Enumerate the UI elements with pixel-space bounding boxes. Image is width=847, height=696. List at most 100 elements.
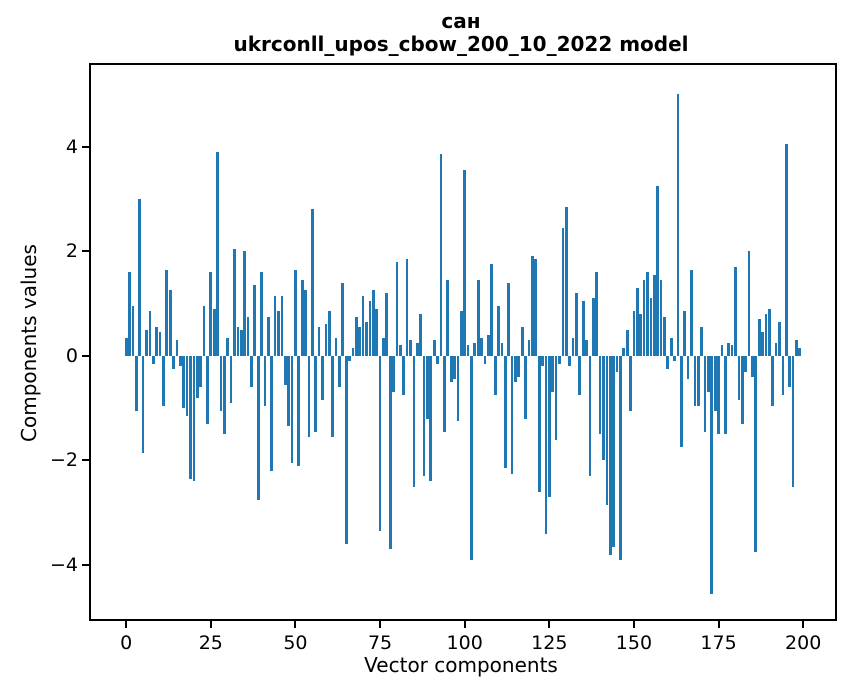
bar xyxy=(734,266,737,356)
bar xyxy=(405,259,409,356)
bar xyxy=(798,348,802,356)
bar xyxy=(283,355,287,385)
bar xyxy=(720,345,724,356)
bar xyxy=(514,355,517,383)
bar xyxy=(507,282,511,356)
y-tick-mark xyxy=(82,250,89,253)
bar xyxy=(185,355,189,417)
bar xyxy=(588,355,592,477)
bar xyxy=(327,311,331,356)
bar xyxy=(707,355,710,393)
bar xyxy=(443,355,446,432)
bar xyxy=(189,355,192,479)
bar xyxy=(253,285,257,356)
bar xyxy=(216,151,219,356)
bar xyxy=(331,355,335,437)
bar xyxy=(547,355,551,498)
bar xyxy=(740,355,744,424)
x-tick-label: 50 xyxy=(283,632,308,654)
bar xyxy=(751,355,754,377)
bar xyxy=(541,355,544,367)
bar xyxy=(246,316,250,356)
bar xyxy=(605,355,609,505)
bar xyxy=(260,272,263,356)
bar xyxy=(145,329,148,356)
bar xyxy=(700,327,703,356)
bar xyxy=(503,355,507,469)
bar xyxy=(612,355,615,547)
bar xyxy=(449,355,453,383)
bar xyxy=(182,355,186,409)
y-tick-label: 0 xyxy=(65,344,78,367)
bar xyxy=(652,274,656,356)
y-tick-label: 2 xyxy=(65,240,78,263)
bar xyxy=(334,337,338,356)
bar xyxy=(358,327,362,356)
bar xyxy=(497,306,500,356)
bar xyxy=(585,340,588,356)
x-tick-label: 125 xyxy=(531,632,568,654)
x-tick-mark xyxy=(463,621,466,628)
bar xyxy=(304,290,307,356)
bar xyxy=(767,308,771,356)
bar xyxy=(236,327,240,356)
bar xyxy=(764,314,768,356)
y-tick-mark xyxy=(82,145,89,148)
bar xyxy=(578,355,582,396)
chart-title: сан ukrconll_upos_cbow_200_10_2022 model xyxy=(89,10,833,56)
bar xyxy=(192,355,196,482)
bar xyxy=(615,355,619,372)
bar xyxy=(669,337,673,356)
bar xyxy=(263,355,267,406)
plot-area: 0 25 50 75 100 125 150 175 200 −4 −2 0 2 4 xyxy=(50,63,837,654)
bar xyxy=(598,355,602,435)
y-tick-mark xyxy=(82,354,89,357)
bar xyxy=(206,355,209,424)
bar xyxy=(466,345,470,356)
bar xyxy=(361,295,365,356)
bar xyxy=(778,321,781,356)
bar xyxy=(321,355,324,401)
bar xyxy=(564,206,568,356)
bar xyxy=(165,269,169,356)
y-tick-label: −4 xyxy=(49,554,78,577)
bar xyxy=(473,342,477,356)
bar xyxy=(673,355,676,362)
bar xyxy=(730,345,734,356)
chart-title-line2: ukrconll_upos_cbow_200_10_2022 model xyxy=(233,32,689,56)
bar xyxy=(622,348,626,356)
x-tick-label: 0 xyxy=(120,632,133,654)
bar xyxy=(774,342,778,356)
bar xyxy=(365,321,368,356)
bar xyxy=(311,209,314,356)
bar xyxy=(666,355,670,369)
bar xyxy=(649,298,653,356)
bar xyxy=(581,300,585,356)
bar xyxy=(757,319,761,356)
x-tick-mark xyxy=(209,621,212,628)
bar xyxy=(676,94,680,356)
bar xyxy=(686,355,690,380)
bar xyxy=(158,332,162,356)
bar xyxy=(453,355,456,380)
bar xyxy=(717,355,720,435)
bar xyxy=(277,311,280,356)
bar xyxy=(527,340,531,356)
bar xyxy=(348,355,351,362)
bar xyxy=(476,280,480,356)
bar xyxy=(493,355,497,396)
bar xyxy=(690,269,693,356)
bar xyxy=(554,355,558,440)
bar xyxy=(683,311,687,356)
x-tick-label: 200 xyxy=(785,632,822,654)
bar xyxy=(267,316,270,356)
bar xyxy=(294,269,297,356)
bar xyxy=(723,355,727,435)
x-tick-mark xyxy=(125,621,128,628)
y-tick-mark xyxy=(82,459,89,462)
bar xyxy=(399,345,402,356)
bar xyxy=(338,355,341,388)
bar xyxy=(422,355,426,477)
bar xyxy=(544,355,548,534)
